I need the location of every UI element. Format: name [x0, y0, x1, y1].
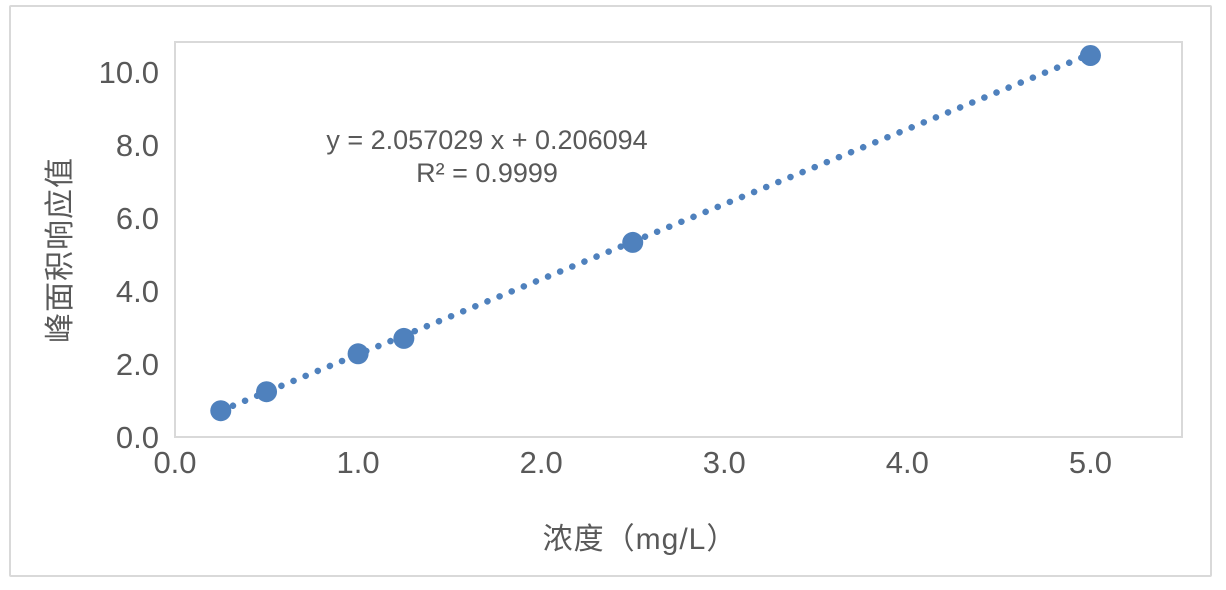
data-point	[622, 231, 644, 253]
data-point	[347, 343, 369, 365]
y-tick-label: 6.0	[116, 201, 159, 236]
data-point	[210, 400, 232, 422]
data-point	[393, 327, 415, 349]
x-axis-title: 浓度（mg/L）	[542, 523, 738, 556]
x-tick-label: 5.0	[1069, 445, 1112, 480]
r-squared-value: R² = 0.9999	[416, 158, 558, 188]
x-tick-label: 3.0	[703, 445, 746, 480]
data-point	[256, 381, 278, 403]
x-tick-label: 2.0	[520, 445, 563, 480]
y-tick-label: 2.0	[116, 347, 159, 382]
y-tick-label: 8.0	[116, 128, 159, 163]
y-tick-label: 10.0	[99, 55, 159, 90]
chart-frame	[9, 5, 1212, 577]
x-tick-label: 1.0	[337, 445, 380, 480]
y-axis-title: 峰面积响应值	[44, 157, 77, 343]
x-tick-label: 4.0	[886, 445, 929, 480]
x-tick-label: 0.0	[153, 445, 196, 480]
trendline-equation: y = 2.057029 x + 0.206094	[326, 125, 648, 155]
y-tick-label: 0.0	[116, 420, 159, 455]
data-point	[1079, 45, 1101, 67]
trendline-annotation: y = 2.057029 x + 0.206094 R² = 0.9999	[326, 124, 647, 190]
y-tick-label: 4.0	[116, 274, 159, 309]
plot-area-border	[174, 41, 1183, 438]
